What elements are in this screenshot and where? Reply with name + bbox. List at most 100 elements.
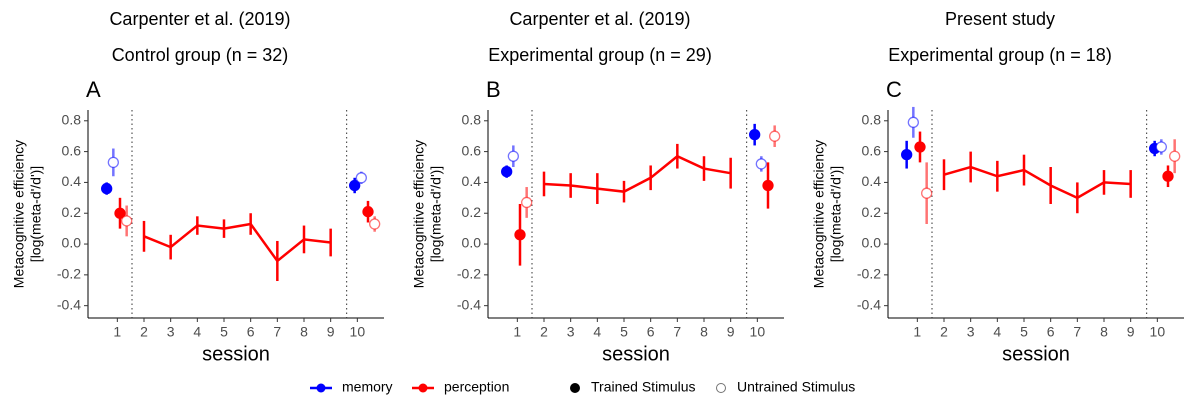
y-tick-label: 0.2 <box>62 204 82 220</box>
y-tick-label: 0.0 <box>862 235 882 251</box>
y-tick-label: 0.2 <box>462 204 482 220</box>
y-tick-label: 0.4 <box>462 173 482 189</box>
x-tick-label: 2 <box>540 324 548 340</box>
point <box>1169 150 1181 162</box>
y-tick-label: 0.6 <box>462 142 482 158</box>
point <box>355 172 367 184</box>
training-line <box>943 165 1131 200</box>
x-tick-label: 3 <box>567 324 575 340</box>
x-tick-label: 7 <box>273 324 281 340</box>
y-axis-label: [log(meta-d'/d')] <box>28 166 44 262</box>
x-tick-label: 8 <box>700 324 708 340</box>
x-tick-label: 2 <box>140 324 148 340</box>
point <box>349 179 361 192</box>
x-tick-label: 7 <box>1073 324 1081 340</box>
point <box>921 187 933 199</box>
x-tick-label: 5 <box>220 324 228 340</box>
point <box>107 156 119 169</box>
point <box>749 129 761 141</box>
legend-label: memory <box>342 379 393 395</box>
point <box>914 141 926 153</box>
x-tick-label: 10 <box>350 324 366 340</box>
panel-label: A <box>86 77 101 102</box>
point <box>755 158 767 170</box>
point <box>121 215 133 227</box>
panel-label: C <box>886 77 902 102</box>
legend-label: perception <box>444 379 509 395</box>
point <box>501 165 513 178</box>
training-line <box>543 154 731 193</box>
point <box>114 207 126 219</box>
chart-title: Carpenter et al. (2019) <box>109 9 290 29</box>
y-tick-label: -0.4 <box>857 296 881 312</box>
point <box>907 116 919 128</box>
point <box>362 206 374 218</box>
x-tick-label: 1 <box>913 324 921 340</box>
y-tick-label: -0.2 <box>857 266 881 282</box>
y-tick-label: 0.8 <box>862 111 882 127</box>
y-axis-label: Metacognitive efficiency <box>11 140 27 288</box>
chart-subtitle: Experimental group (n = 18) <box>888 45 1112 65</box>
x-tick-label: 9 <box>327 324 335 340</box>
x-tick-label: 3 <box>167 324 175 340</box>
x-tick-label: 1 <box>513 324 521 340</box>
point <box>514 229 526 241</box>
point <box>901 149 913 161</box>
x-tick-label: 5 <box>1020 324 1028 340</box>
x-tick-label: 4 <box>593 324 601 340</box>
x-axis-label: session <box>1002 343 1070 365</box>
chart-subtitle: Experimental group (n = 29) <box>488 45 712 65</box>
x-tick-label: 9 <box>1127 324 1135 340</box>
y-tick-label: -0.2 <box>57 266 81 282</box>
point <box>769 130 781 142</box>
y-tick-label: -0.4 <box>57 296 81 312</box>
y-tick-label: 0.8 <box>62 111 82 127</box>
y-axis-label: Metacognitive efficiency <box>811 140 827 288</box>
y-tick-label: 0.0 <box>62 235 82 251</box>
point <box>1155 141 1167 153</box>
y-tick-label: 0.2 <box>862 204 882 220</box>
x-axis-label: session <box>602 343 670 365</box>
y-tick-label: 0.4 <box>62 173 82 189</box>
point <box>762 179 774 192</box>
point <box>1162 170 1174 182</box>
point <box>369 218 381 230</box>
training-line <box>143 222 331 263</box>
y-tick-label: 0.0 <box>462 235 482 251</box>
panel-label: B <box>486 77 501 102</box>
x-tick-label: 3 <box>967 324 975 340</box>
x-tick-label: 9 <box>727 324 735 340</box>
x-tick-label: 4 <box>993 324 1001 340</box>
x-tick-label: 6 <box>647 324 655 340</box>
y-tick-label: -0.2 <box>457 266 481 282</box>
y-axis-label: [log(meta-d'/d')] <box>828 166 844 262</box>
legend-point <box>418 383 428 393</box>
legend-point <box>716 383 726 393</box>
y-tick-label: 0.6 <box>62 142 82 158</box>
x-tick-label: 4 <box>193 324 201 340</box>
chart-subtitle: Control group (n = 32) <box>112 45 289 65</box>
x-tick-label: 10 <box>750 324 766 340</box>
y-tick-label: 0.4 <box>862 173 882 189</box>
legend-point <box>316 383 326 393</box>
chart-title: Present study <box>945 9 1055 29</box>
y-axis-label: Metacognitive efficiency <box>411 140 427 288</box>
x-tick-label: 7 <box>673 324 681 340</box>
x-axis-label: session <box>202 343 270 365</box>
legend-label: Untrained Stimulus <box>737 379 855 395</box>
chart-title: Carpenter et al. (2019) <box>509 9 690 29</box>
y-tick-label: 0.8 <box>462 111 482 127</box>
point <box>101 182 113 195</box>
x-tick-label: 8 <box>1100 324 1108 340</box>
y-tick-label: -0.4 <box>457 296 481 312</box>
point <box>507 150 519 162</box>
x-tick-label: 10 <box>1150 324 1166 340</box>
x-tick-label: 6 <box>1047 324 1055 340</box>
x-tick-label: 1 <box>113 324 121 340</box>
legend-label: Trained Stimulus <box>591 379 696 395</box>
x-tick-label: 8 <box>300 324 308 340</box>
x-tick-label: 5 <box>620 324 628 340</box>
point <box>521 196 533 209</box>
x-tick-label: 6 <box>247 324 255 340</box>
